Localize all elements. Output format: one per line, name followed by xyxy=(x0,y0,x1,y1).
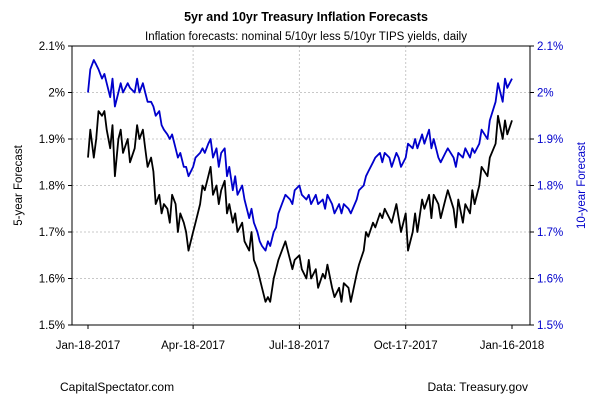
right-tick-label: 1.6% xyxy=(537,274,563,286)
right-axis-label: 10-year Forecast xyxy=(576,141,588,229)
chart-title: 5yr and 10yr Treasury Inflation Forecast… xyxy=(184,10,428,24)
left-tick-label: 1.5% xyxy=(39,320,65,332)
x-axis: Jan-18-2017 Apr-18-2017 Jul-18-2017 Oct-17-… xyxy=(56,325,545,352)
right-y-axis: 1.5% 1.6% 1.7% 1.8% 1.9% 2% 2.1% xyxy=(530,41,563,332)
right-tick-label: 2% xyxy=(537,88,554,100)
left-axis-label: 5-year Forecast xyxy=(13,144,25,225)
series-5yr-line xyxy=(87,110,513,303)
left-tick-label: 2% xyxy=(48,88,65,100)
series-layer xyxy=(87,59,513,303)
data-source: Data: Treasury.gov xyxy=(428,380,529,394)
source-credit: CapitalSpectator.com xyxy=(60,380,174,394)
chart-subtitle: Inflation forecasts: nominal 5/10yr less… xyxy=(145,31,467,43)
left-tick-label: 1.6% xyxy=(39,274,65,286)
left-tick-label: 1.8% xyxy=(39,181,65,193)
right-tick-label: 1.7% xyxy=(537,227,563,239)
x-tick-label: Jan-18-2017 xyxy=(56,340,121,352)
left-tick-label: 1.7% xyxy=(39,227,65,239)
left-tick-label: 2.1% xyxy=(39,41,65,53)
right-tick-label: 1.5% xyxy=(537,320,563,332)
x-tick-label: Apr-18-2017 xyxy=(161,340,225,352)
right-tick-label: 1.8% xyxy=(537,181,563,193)
x-tick-label: Jan-16-2018 xyxy=(480,340,545,352)
right-tick-label: 2.1% xyxy=(537,41,563,53)
left-tick-label: 1.9% xyxy=(39,134,65,146)
grid xyxy=(72,46,530,325)
right-tick-label: 1.9% xyxy=(537,134,563,146)
series-10yr-line xyxy=(87,59,513,252)
x-tick-label: Oct-17-2017 xyxy=(374,340,438,352)
left-y-axis: 1.5% 1.6% 1.7% 1.8% 1.9% 2% 2.1% xyxy=(39,41,72,332)
x-tick-label: Jul-18-2017 xyxy=(269,340,330,352)
